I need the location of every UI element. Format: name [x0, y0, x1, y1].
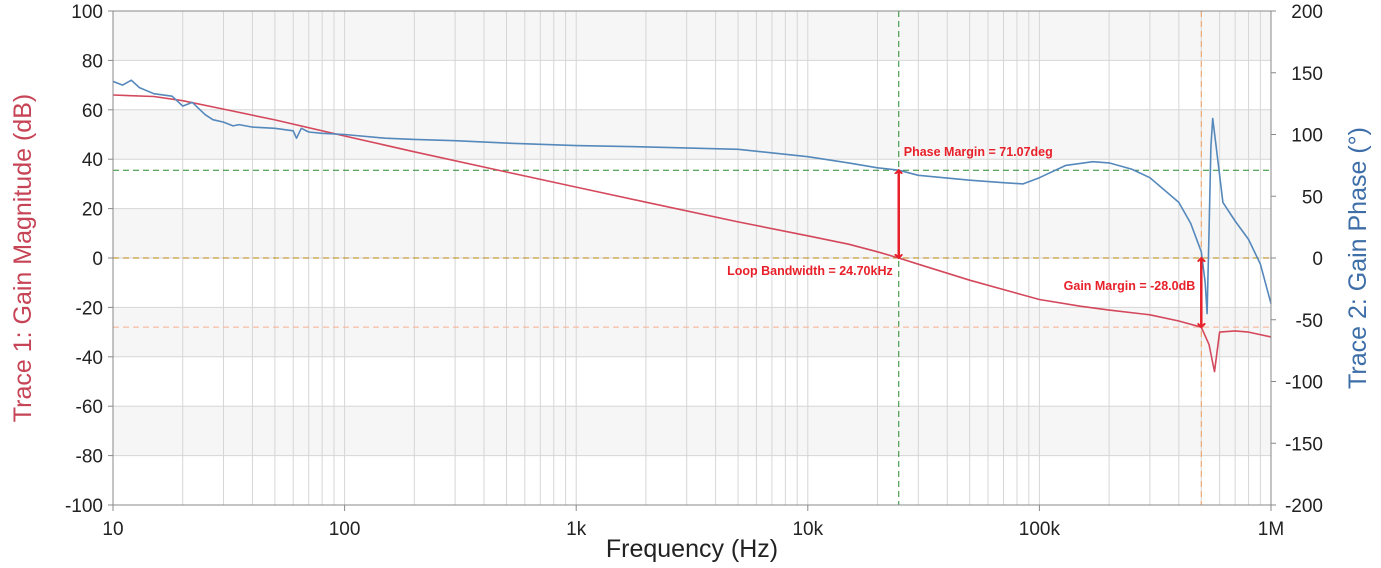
x-axis-label: Frequency (Hz)	[606, 535, 778, 563]
y2-tick-label: -100	[1285, 373, 1323, 394]
y1-tick-label: 80	[82, 51, 103, 72]
y1-axis-label: Trace 1: Gain Magnitude (dB)	[9, 94, 37, 422]
y1-tick-label: 20	[82, 200, 103, 221]
x-tick-label: 1M	[1258, 519, 1284, 540]
y2-axis-label: Trace 2: Gain Phase (°)	[1344, 127, 1372, 389]
y1-axis-ticks: -100 -80 -60 -40 -20 0 20 40 60 80 100	[65, 2, 113, 517]
y2-tick-label: -150	[1285, 434, 1323, 455]
background-band	[113, 406, 1271, 456]
background-band	[113, 307, 1271, 357]
y2-tick-label: 0	[1312, 249, 1323, 270]
y1-tick-label: 40	[82, 150, 103, 171]
x-tick-label: 10k	[792, 519, 823, 540]
y2-axis-ticks: -200 -150 -100 -50 0 50 100 150 200	[1271, 2, 1323, 517]
y1-tick-label: 100	[71, 2, 103, 23]
y1-tick-label: -20	[76, 298, 103, 319]
y1-tick-label: 0	[92, 249, 103, 270]
margin-arrows	[899, 170, 1202, 327]
background-band	[113, 11, 1271, 61]
y1-tick-label: -80	[76, 447, 103, 468]
x-tick-label: 100	[329, 519, 361, 540]
reference-lines	[113, 11, 1271, 505]
phase-margin-label: Phase Margin = 71.07deg	[904, 145, 1053, 159]
background-band	[113, 109, 1271, 160]
y2-tick-label: 150	[1291, 64, 1323, 85]
x-tick-label: 1k	[566, 519, 587, 540]
gain-margin-label: Gain Margin = -28.0dB	[1064, 279, 1196, 293]
plot-background-bands	[113, 11, 1271, 456]
y1-tick-label: 60	[82, 101, 103, 122]
y2-tick-label: -50	[1296, 311, 1323, 332]
gain-phase-line	[112, 79, 1272, 315]
y2-tick-label: 50	[1302, 187, 1323, 208]
y1-tick-label: -60	[76, 397, 103, 418]
loop-bandwidth-label: Loop Bandwidth = 24.70kHz	[727, 264, 893, 278]
background-band	[113, 208, 1271, 258]
x-tick-label: 10	[102, 519, 123, 540]
x-tick-label: 100k	[1019, 519, 1061, 540]
x-axis-ticks: 10 100 1k 10k 100k 1M	[102, 505, 1284, 540]
y2-tick-label: -200	[1285, 496, 1323, 517]
annotations: Phase Margin = 71.07deg Loop Bandwidth = …	[727, 145, 1195, 293]
y1-tick-label: -40	[76, 348, 103, 369]
y2-tick-label: 100	[1291, 126, 1323, 147]
y1-tick-label: -100	[65, 496, 103, 517]
y2-tick-label: 200	[1291, 2, 1323, 23]
